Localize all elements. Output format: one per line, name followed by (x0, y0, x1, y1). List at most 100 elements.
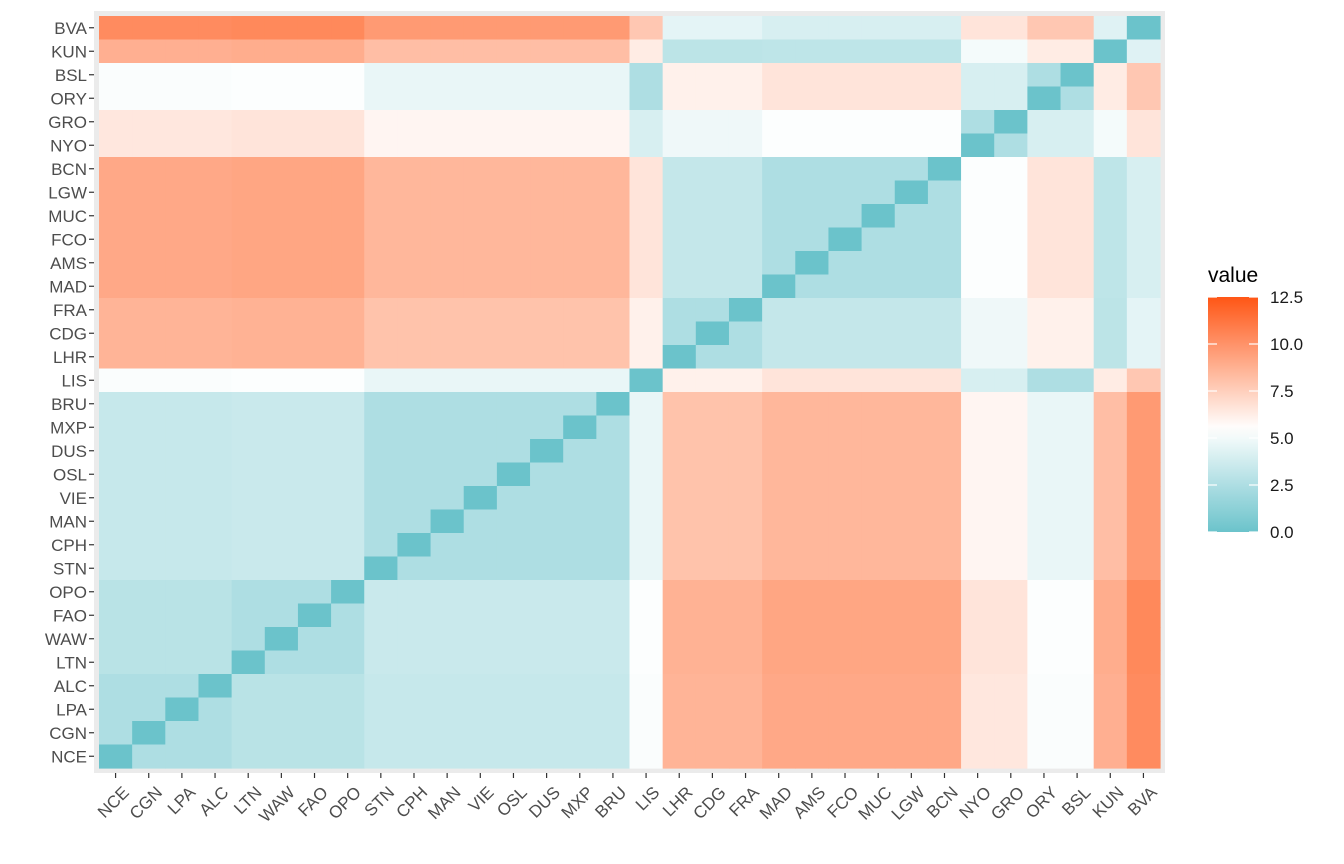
heatmap-cell-cdg-ory (695, 86, 730, 111)
heatmap-cell-fco-nce (828, 744, 863, 769)
heatmap-cell-osl-lpa (496, 697, 531, 722)
heatmap-cell-nce-stn (99, 556, 133, 581)
heatmap-cell-ams-ltn (795, 650, 830, 675)
heatmap-cell-cdg-bva (695, 16, 730, 41)
heatmap-cell-muc-kun (861, 39, 896, 64)
heatmap-cell-nce-vie (99, 486, 133, 511)
heatmap-cell-cph-bru (397, 392, 432, 417)
heatmap-cell-nce-opo (99, 580, 133, 605)
heatmap-cell-lis-cdg (629, 321, 664, 346)
y-tick-label: MUC (48, 207, 87, 226)
heatmap-cell-nyo-cgn (961, 721, 995, 746)
heatmap-cell-bcn-ory (927, 86, 962, 111)
heatmap-cell-cgn-opo (132, 580, 166, 605)
heatmap-cell-bru-bcn (596, 157, 631, 182)
heatmap-cell-lpa-lpa (165, 697, 200, 722)
heatmap-cell-fao-osl (297, 462, 332, 487)
heatmap-cell-mad-fao (762, 603, 796, 628)
heatmap-cell-nce-nyo (99, 133, 133, 158)
heatmap-cell-bru-cph (596, 533, 631, 558)
heatmap-cell-mad-mxp (762, 415, 796, 440)
heatmap-cell-mxp-vie (563, 486, 597, 511)
heatmap-cell-bva-alc (1126, 674, 1161, 699)
heatmap-cell-bva-muc (1126, 204, 1161, 229)
heatmap-cell-ory-bva (1027, 16, 1062, 41)
heatmap-cell-lgw-cgn (894, 721, 929, 746)
heatmap-cell-lgw-gro (894, 110, 929, 135)
heatmap-cell-bcn-ams (927, 251, 962, 276)
heatmap-cell-cdg-lis (695, 368, 730, 393)
heatmap-cell-lgw-lgw (894, 180, 929, 205)
heatmap-cell-dus-vie (530, 486, 564, 511)
heatmap-cell-ams-lpa (795, 697, 830, 722)
heatmap-cell-bcn-kun (927, 39, 962, 64)
heatmap-cell-alc-lis (198, 368, 233, 393)
heatmap-cell-muc-gro (861, 110, 896, 135)
y-tick-label: LIS (61, 371, 87, 390)
heatmap-cell-mxp-mxp (563, 415, 597, 440)
heatmap-cell-lis-gro (629, 110, 664, 135)
heatmap-cell-bsl-fra (1060, 298, 1095, 323)
heatmap-cell-lis-nce (629, 744, 664, 769)
heatmap-cell-lhr-muc (662, 204, 697, 229)
heatmap-cell-bru-stn (596, 556, 631, 581)
heatmap-cell-cgn-fao (132, 603, 166, 628)
heatmap-cell-bru-nce (596, 744, 631, 769)
heatmap-cell-cph-bva (397, 16, 432, 41)
heatmap-cell-bcn-waw (927, 627, 962, 652)
heatmap-cell-gro-dus (994, 439, 1028, 464)
heatmap-cell-cgn-waw (132, 627, 166, 652)
heatmap-cell-osl-nyo (496, 133, 531, 158)
heatmap-cell-ams-lgw (795, 180, 830, 205)
heatmap-cell-bcn-vie (927, 486, 962, 511)
heatmap-cell-vie-nce (463, 744, 498, 769)
heatmap-cell-lhr-nyo (662, 133, 697, 158)
heatmap-cell-stn-ams (364, 251, 399, 276)
heatmap-cell-lis-waw (629, 627, 664, 652)
heatmap-cell-mad-bva (762, 16, 796, 41)
heatmap-cell-bru-bsl (596, 63, 631, 88)
heatmap-cell-lgw-bcn (894, 157, 929, 182)
heatmap-cell-stn-bva (364, 16, 399, 41)
heatmap-cell-nce-lis (99, 368, 133, 393)
heatmap-cell-gro-gro (994, 110, 1028, 135)
heatmap-cell-man-kun (430, 39, 465, 64)
heatmap-cell-mxp-fao (563, 603, 597, 628)
y-tick-label: VIE (60, 489, 87, 508)
heatmap-cell-alc-mad (198, 274, 233, 299)
heatmap-cell-osl-alc (496, 674, 531, 699)
heatmap-cell-gro-alc (994, 674, 1028, 699)
heatmap-cell-opo-lgw (331, 180, 365, 205)
heatmap-cell-lis-ory (629, 86, 664, 111)
heatmap-cell-dus-lgw (530, 180, 564, 205)
y-tick-label: FRA (53, 301, 88, 320)
heatmap-cell-kun-kun (1093, 39, 1128, 64)
heatmap-cell-lpa-cph (165, 533, 200, 558)
heatmap-cell-gro-osl (994, 462, 1028, 487)
heatmap-cell-opo-opo (331, 580, 365, 605)
heatmap-cell-ams-nyo (795, 133, 830, 158)
heatmap-cell-opo-vie (331, 486, 365, 511)
heatmap-cell-lpa-nce (165, 744, 200, 769)
heatmap-cell-man-fao (430, 603, 465, 628)
heatmap-cell-ltn-fao (231, 603, 266, 628)
heatmap-cell-muc-lis (861, 368, 896, 393)
heatmap-cell-osl-gro (496, 110, 531, 135)
heatmap-cell-cph-ory (397, 86, 432, 111)
heatmap-cell-fco-lhr (828, 345, 863, 370)
heatmap-cell-bcn-fco (927, 227, 962, 252)
heatmap-cell-ams-waw (795, 627, 830, 652)
heatmap-cell-cdg-muc (695, 204, 730, 229)
heatmap-cell-cgn-vie (132, 486, 166, 511)
heatmap-cell-bcn-lhr (927, 345, 962, 370)
heatmap-cell-gro-mad (994, 274, 1028, 299)
heatmap-cell-cdg-gro (695, 110, 730, 135)
heatmap-cell-cgn-cph (132, 533, 166, 558)
heatmap-cell-alc-mxp (198, 415, 233, 440)
heatmap-cell-muc-ams (861, 251, 896, 276)
heatmap-cell-bru-lgw (596, 180, 631, 205)
heatmap-cell-nyo-kun (961, 39, 995, 64)
heatmap-cell-mad-osl (762, 462, 796, 487)
heatmap-cell-lhr-fra (662, 298, 697, 323)
heatmap-cell-ltn-lpa (231, 697, 266, 722)
